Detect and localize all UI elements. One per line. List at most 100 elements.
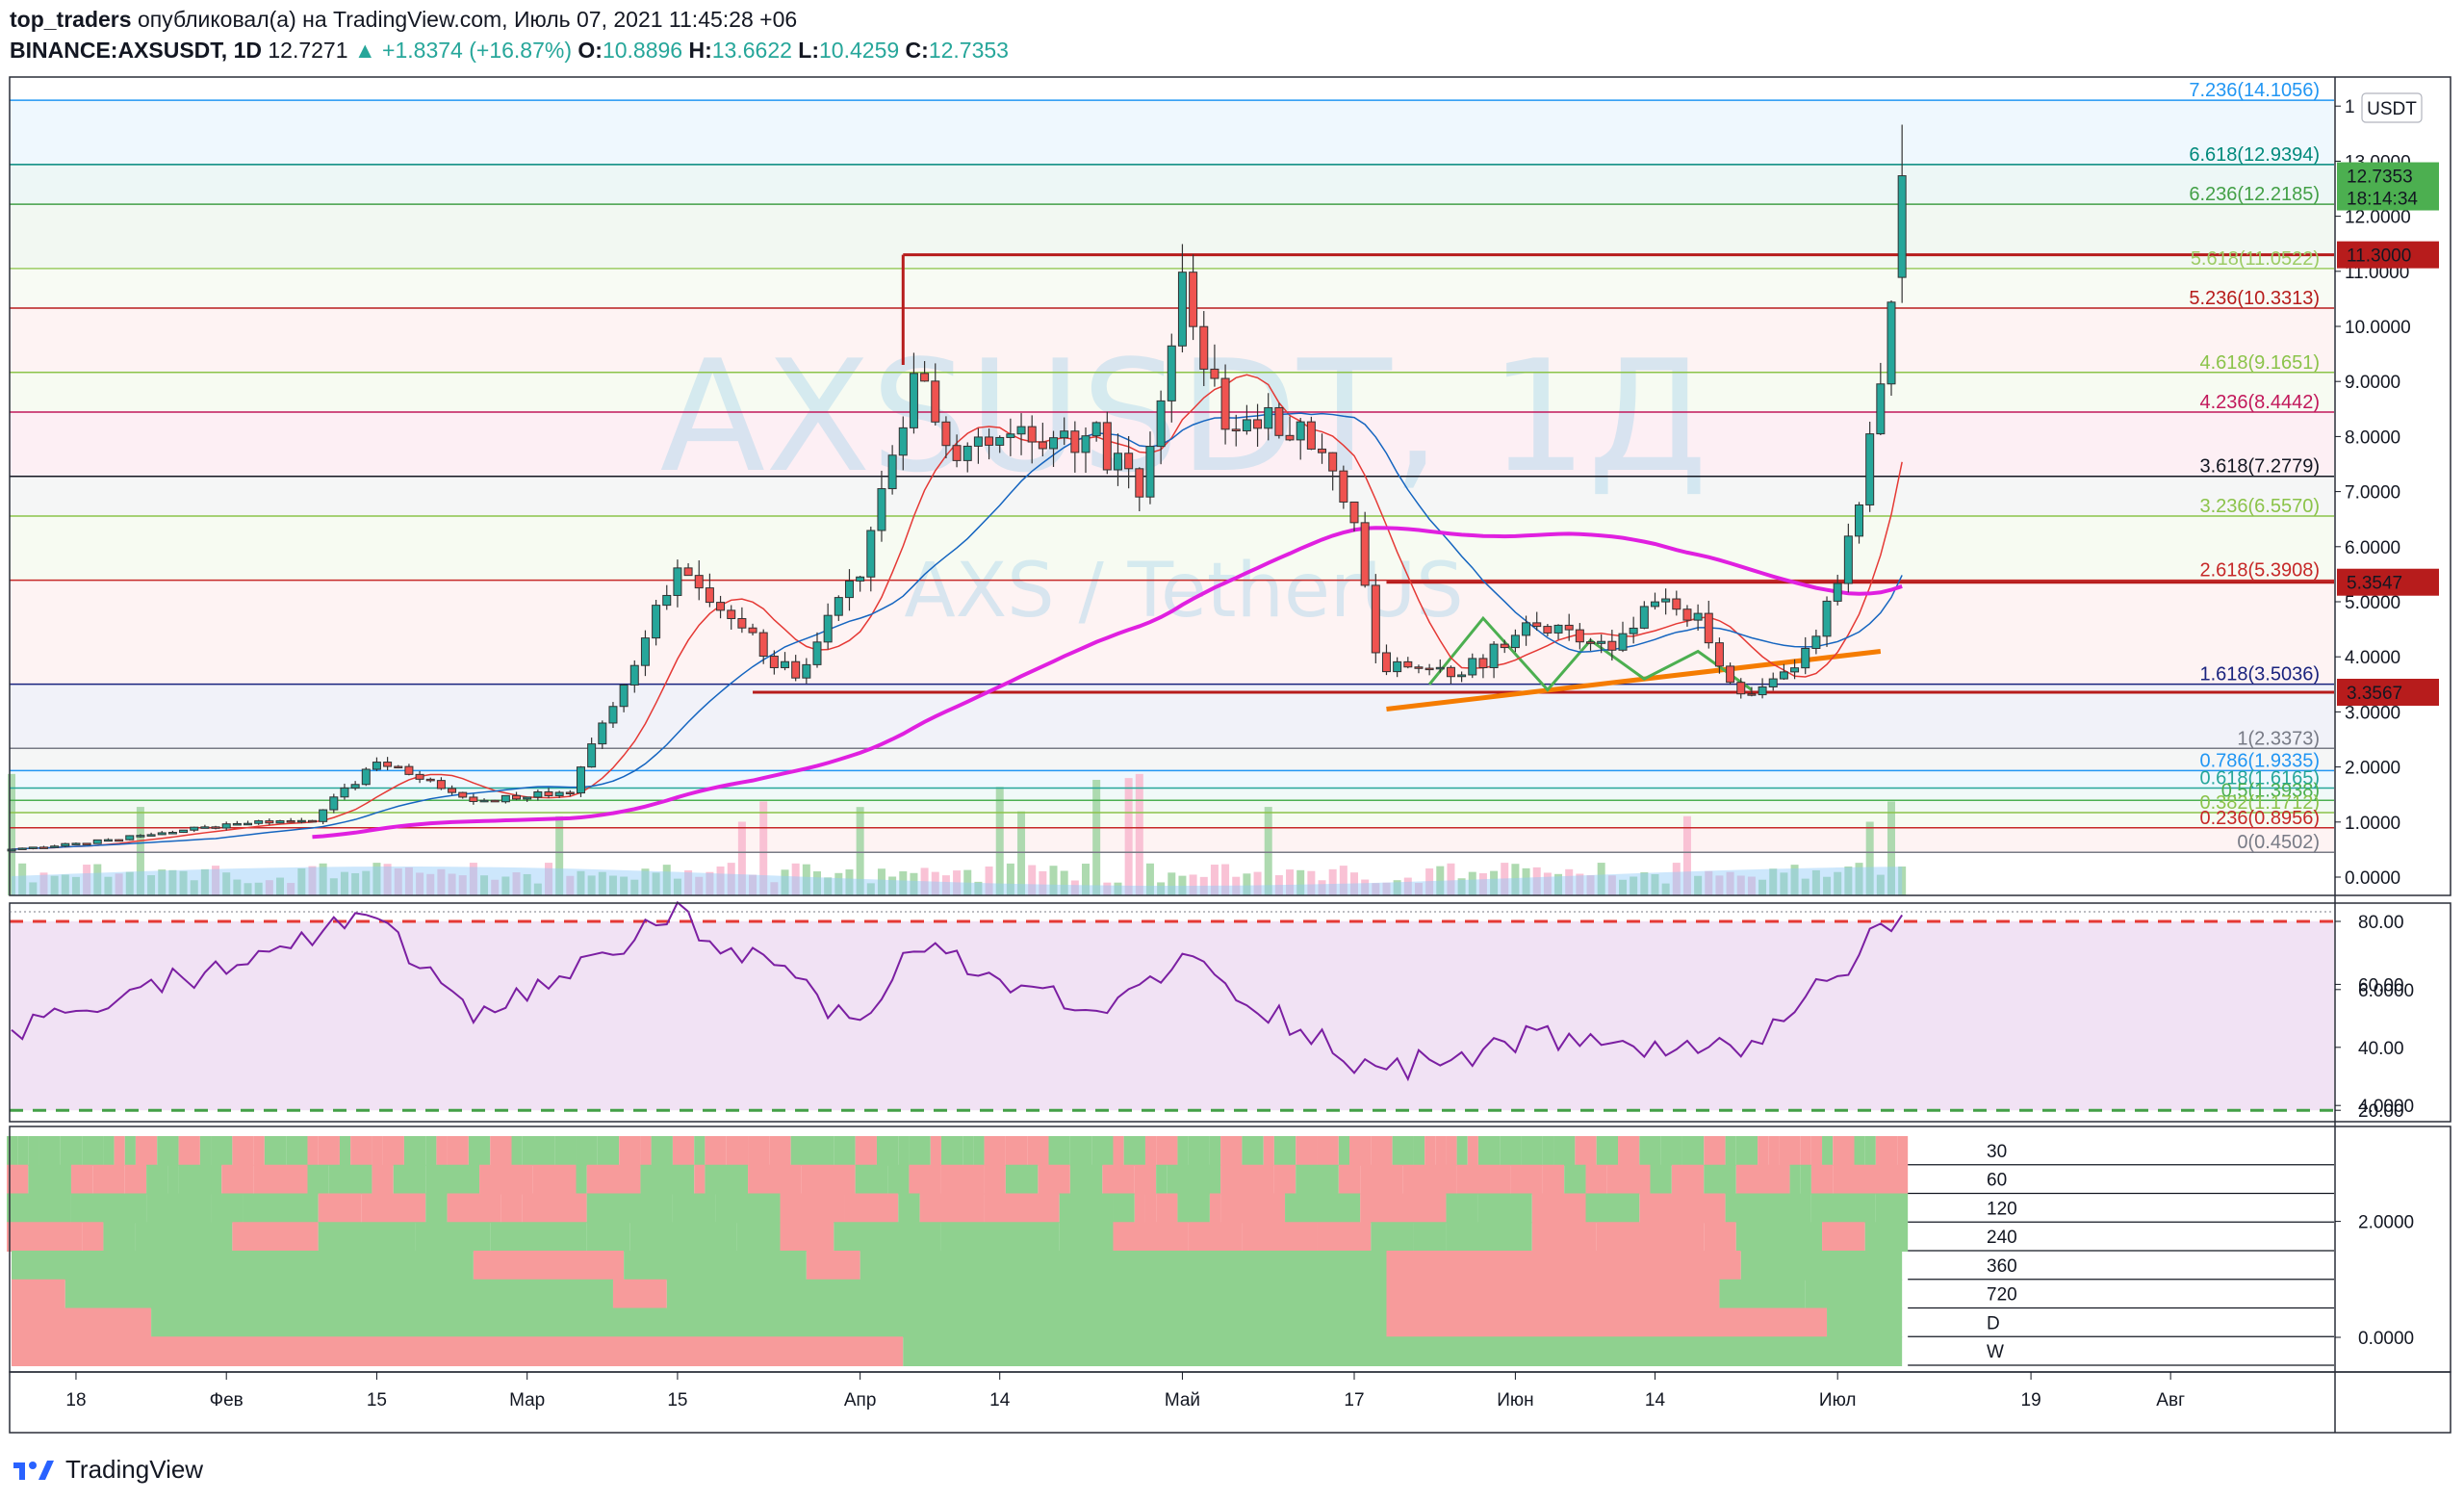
candle-body (61, 842, 70, 847)
candle-body (931, 380, 940, 423)
volume-bar (1661, 883, 1670, 895)
candle-body (479, 799, 489, 803)
price-badge-value: 11.3000 (2347, 246, 2411, 267)
candle-body (791, 660, 801, 679)
strength-cell (221, 1164, 254, 1195)
candle-body (221, 823, 231, 829)
author-name[interactable]: top_traders (10, 7, 132, 32)
volume-bar (1865, 821, 1874, 895)
strength-cell (1413, 1222, 1447, 1252)
strength-cell (1521, 1136, 1543, 1166)
candle-body (898, 427, 908, 456)
strength-cell (1317, 1222, 1372, 1252)
candle-body (1091, 422, 1101, 437)
candle-body (1210, 368, 1219, 379)
strength-cell (1660, 1136, 1682, 1166)
candle-body (50, 845, 60, 848)
strength-cell (1285, 1193, 1361, 1224)
fib-label: 0(0.4502) (2237, 832, 2320, 853)
volume-bar (1630, 876, 1638, 895)
candle-body (565, 791, 575, 794)
candle-body (1468, 658, 1477, 676)
strength-cell (425, 1193, 448, 1224)
strength-cell (103, 1136, 115, 1166)
strength-cell (318, 1193, 362, 1224)
candle-body (383, 762, 393, 767)
volume-bar (684, 869, 693, 895)
volume-bar (491, 879, 500, 895)
candle-body (1672, 598, 1681, 610)
strength-cell (640, 1164, 695, 1195)
volume-bar (1425, 867, 1434, 895)
fib-label: 5.618(11.0522) (2191, 248, 2320, 270)
strength-cell (1220, 1164, 1274, 1195)
volume-bar (1006, 863, 1014, 895)
strength-cell (1209, 1136, 1221, 1166)
strength-cell (1349, 1136, 1372, 1166)
fib-band (10, 788, 2334, 801)
strength-cell (1081, 1164, 1103, 1195)
fib-label: 0.5(1.3938) (2221, 780, 2320, 801)
strength-cell (511, 1136, 523, 1166)
candle-body (1897, 175, 1907, 278)
strength-cell (576, 1136, 598, 1166)
pane-frame (9, 902, 2451, 1123)
time-axis[interactable]: 18 Фев 15 Мар 15 Апр 14 Май 17 Июн 14 Июл 19 Авг (65, 1372, 2185, 1410)
strength-cell (1059, 1222, 1114, 1252)
volume-bar (1028, 865, 1037, 895)
volume-bar (1478, 872, 1487, 895)
fib-band (10, 800, 2334, 814)
candle-body (1768, 678, 1778, 687)
strength-cell (1810, 1136, 1823, 1166)
candle-body (1553, 624, 1563, 634)
strength-cell (1704, 1164, 1736, 1195)
strength-cell (479, 1164, 533, 1195)
strength-cell (1209, 1193, 1221, 1224)
time-tick-label: Май (1165, 1390, 1200, 1410)
strength-cell (1681, 1136, 1705, 1166)
time-tick-label: 19 (2021, 1390, 2041, 1410)
volume-bar (297, 867, 306, 895)
volume-bar (1522, 867, 1530, 895)
strength-cell (468, 1136, 491, 1166)
strength-cell (1123, 1136, 1145, 1166)
volume-bar (920, 867, 929, 895)
candle-body (1242, 419, 1251, 432)
volume-bar (706, 871, 714, 895)
strength-cell (1134, 1193, 1145, 1224)
chart-canvas[interactable]: AXSUSDT, 1Д AXS / TetherUS 7.236(14.1056… (0, 0, 2464, 1444)
symbol-name[interactable]: BINANCE:AXSUSDT, 1D (10, 38, 262, 63)
candle-body (716, 602, 726, 611)
volume-bar (1694, 875, 1703, 895)
strength-cell (1038, 1164, 1070, 1195)
strength-cell (253, 1164, 308, 1195)
volume-bar (458, 875, 467, 895)
candle-body (1833, 582, 1842, 602)
strength-cell (1446, 1136, 1457, 1166)
price-tick-label: 10.0000 (2345, 318, 2411, 338)
candle-body (232, 822, 242, 826)
strength-cell (672, 1136, 695, 1166)
strength-cell (7, 1136, 18, 1166)
strength-cell (425, 1164, 480, 1195)
candle-body (167, 832, 177, 835)
candle-body (1478, 658, 1488, 668)
fib-band (10, 268, 2334, 309)
volume-bar (695, 876, 704, 895)
strength-cell (1456, 1136, 1468, 1166)
strength-cell (1338, 1136, 1349, 1166)
price-tick-label: 5.0000 (2345, 593, 2400, 613)
volume-bar (834, 872, 843, 895)
strength-cell (1735, 1164, 1790, 1195)
volume-bar (1070, 880, 1079, 895)
tradingview-brand[interactable]: TradingView (65, 1454, 204, 1484)
strength-cell (1864, 1222, 1909, 1252)
price-axis[interactable]: 113.000012.000011.000010.00009.00008.000… (2335, 92, 2439, 1349)
strength-cell (919, 1193, 985, 1224)
volume-bar (577, 870, 585, 895)
strength-timeframe-label: 30 (1987, 1142, 2007, 1162)
candle-body (136, 835, 145, 838)
strength-timeframe-label: D (1987, 1313, 2000, 1333)
strength-cell (12, 1336, 904, 1366)
strength-cell (898, 1193, 920, 1224)
